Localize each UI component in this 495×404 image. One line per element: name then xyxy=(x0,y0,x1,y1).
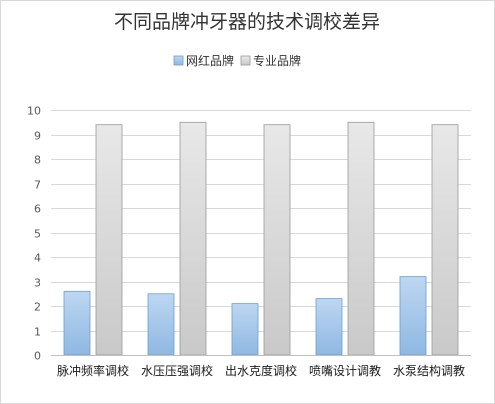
chart-bars xyxy=(63,121,459,356)
chart-title: 不同品牌冲牙器的技术调校差异 xyxy=(114,11,380,33)
bar-series-2-4 xyxy=(347,121,375,356)
y-tick-label: 5 xyxy=(34,228,41,241)
y-tick-label: 2 xyxy=(34,301,41,314)
y-tick-label: 7 xyxy=(34,179,41,192)
x-category-label: 脉冲频率调校 xyxy=(57,363,129,378)
y-tick-label: 8 xyxy=(34,154,41,167)
x-category-label: 出水克度调校 xyxy=(225,363,297,378)
y-tick-label: 10 xyxy=(27,105,41,118)
x-category-label: 水泵结构调教 xyxy=(393,363,465,378)
bar-series-2-5 xyxy=(431,124,459,356)
x-category-label: 喷嘴设计调教 xyxy=(309,363,381,378)
bar-series-2-3 xyxy=(263,124,291,356)
legend-label-series-1: 网红品牌 xyxy=(186,53,234,68)
y-tick-label: 3 xyxy=(34,277,41,290)
bar-series-2-2 xyxy=(179,121,207,356)
y-tick-label: 1 xyxy=(34,326,41,339)
y-axis: 0 1 2 3 4 5 6 7 8 9 10 xyxy=(27,105,41,363)
legend-swatch-series-1 xyxy=(173,55,184,66)
legend-label-series-2: 专业品牌 xyxy=(253,53,301,68)
bar-series-1-1 xyxy=(63,290,91,356)
legend-swatch-series-2 xyxy=(240,55,251,66)
y-tick-label: 6 xyxy=(34,203,41,216)
x-axis: 脉冲频率调校 水压压强调校 出水克度调校 喷嘴设计调教 水泵结构调教 xyxy=(51,355,471,378)
bar-series-1-2 xyxy=(147,293,175,356)
bar-series-1-5 xyxy=(399,276,427,356)
bar-series-1-3 xyxy=(231,303,259,356)
bar-series-2-1 xyxy=(95,124,123,356)
y-tick-label: 4 xyxy=(34,252,41,265)
x-category-label: 水压压强调校 xyxy=(141,363,213,378)
y-tick-label: 0 xyxy=(34,350,41,363)
chart-legend: 网红品牌 专业品牌 xyxy=(173,53,301,68)
bar-series-1-4 xyxy=(315,298,343,356)
y-tick-label: 9 xyxy=(34,130,41,143)
